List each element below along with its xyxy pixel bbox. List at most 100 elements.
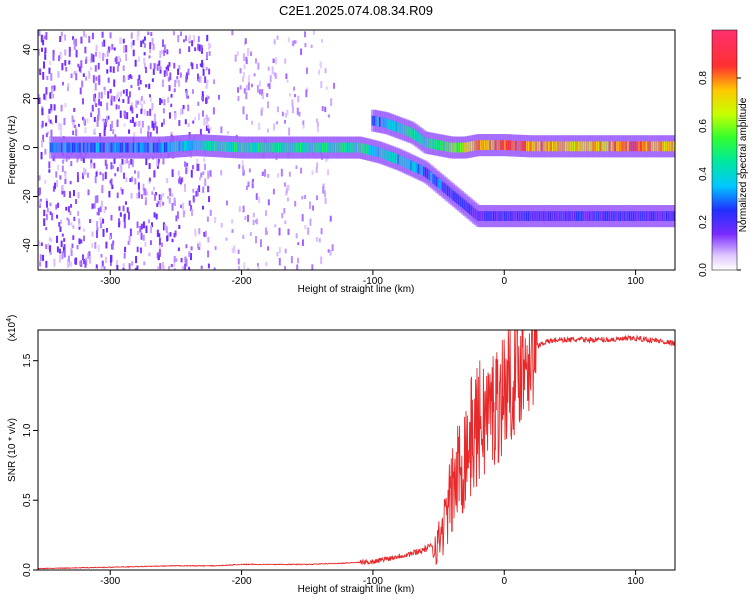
heatmap-cell (124, 201, 127, 205)
heatmap-cell (132, 49, 135, 57)
heatmap-cell (83, 118, 86, 125)
heatmap-cell (198, 246, 201, 251)
heatmap-cell (106, 58, 109, 65)
heatmap-cell (245, 185, 248, 191)
heatmap-cell (98, 74, 101, 83)
heatmap-cell (153, 186, 156, 191)
spectrogram-frame (37, 29, 676, 271)
heatmap-cell (171, 169, 174, 177)
heatmap-cell (231, 219, 234, 224)
heatmap-cell (173, 261, 176, 268)
heatmap-cell (182, 104, 185, 110)
heatmap-cell (135, 121, 138, 126)
heatmap-cell (252, 212, 255, 218)
heatmap-cell (108, 190, 111, 198)
heatmap-cell (258, 122, 261, 130)
heatmap-cell (130, 84, 133, 89)
heatmap-cell (241, 160, 244, 166)
heatmap-cell (171, 202, 174, 211)
heatmap-cell (168, 62, 171, 67)
heatmap-cell (173, 62, 176, 69)
heatmap-cell (136, 100, 139, 105)
y-tick-label: 0.0 (22, 563, 33, 577)
heatmap-cell (46, 207, 49, 213)
heatmap-cell (197, 163, 200, 171)
heatmap-cell (134, 170, 137, 174)
snr-plot-area (38, 330, 675, 570)
heatmap-cell (195, 63, 198, 70)
heatmap-cell (143, 187, 146, 195)
heatmap-cell (111, 184, 114, 190)
heatmap-cell (207, 170, 210, 179)
heatmap-cell (133, 132, 136, 137)
heatmap-cell (123, 45, 126, 54)
heatmap-cell (162, 261, 165, 269)
heatmap-cell (53, 104, 56, 111)
heatmap-cell (284, 220, 287, 224)
heatmap-cell (120, 187, 123, 192)
heatmap-cell (59, 226, 62, 232)
heatmap-cell (38, 175, 41, 181)
heatmap-cell (67, 219, 70, 226)
heatmap-cell (286, 197, 289, 202)
heatmap-cell (113, 47, 116, 51)
heatmap-cell (70, 161, 73, 167)
heatmap-cell (320, 81, 323, 89)
heatmap-cell (90, 112, 93, 118)
heatmap-cell (245, 92, 248, 100)
heatmap-cell (67, 255, 70, 262)
heatmap-cell (127, 96, 130, 104)
heatmap-cell (276, 121, 279, 125)
heatmap-cell (318, 69, 321, 75)
heatmap-cell (184, 263, 187, 270)
heatmap-cell (197, 113, 200, 121)
heatmap-cell (207, 263, 210, 269)
heatmap-cell (103, 266, 106, 270)
colorbar-tick-label: 0.6 (698, 119, 709, 133)
heatmap-cell (149, 240, 152, 246)
heatmap-cell (63, 190, 66, 198)
heatmap-cell (89, 219, 92, 223)
heatmap-cell (205, 97, 208, 104)
heatmap-cell (174, 112, 177, 120)
heatmap-cell (80, 239, 83, 244)
heatmap-cell (97, 62, 100, 70)
heatmap-cell (286, 79, 289, 83)
heatmap-cell (213, 267, 216, 270)
heatmap-cell (52, 186, 55, 192)
heatmap-cell (80, 60, 83, 68)
heatmap-cell (247, 214, 250, 222)
heatmap-cell (119, 91, 122, 97)
heatmap-cell (55, 171, 58, 178)
heatmap-cell (209, 209, 212, 216)
heatmap-cell (39, 268, 42, 270)
heatmap-cell (94, 242, 97, 249)
heatmap-cell (90, 159, 93, 167)
heatmap-cell (171, 193, 174, 198)
heatmap-cell (142, 221, 145, 229)
heatmap-cell (48, 169, 51, 173)
heatmap-cell (255, 218, 258, 225)
heatmap-cell (193, 35, 196, 43)
heatmap-cell (208, 42, 211, 50)
colorbar-tick-label: 0.0 (698, 263, 709, 277)
heatmap-cell (153, 170, 156, 178)
heatmap-cell (93, 128, 96, 133)
heatmap-cell (252, 178, 255, 183)
heatmap-cell (173, 232, 176, 238)
heatmap-cell (105, 227, 108, 233)
heatmap-cell (99, 101, 102, 107)
heatmap-cell (112, 165, 115, 169)
heatmap-cell (138, 192, 141, 199)
heatmap-cell (167, 96, 170, 104)
heatmap-cell (243, 262, 246, 270)
heatmap-cell (280, 168, 283, 177)
heatmap-cell (82, 254, 85, 261)
heatmap-cell (110, 98, 113, 106)
heatmap-cell (192, 198, 195, 203)
heatmap-cell (269, 75, 272, 83)
heatmap-cell (162, 192, 165, 197)
heatmap-cell (104, 171, 107, 180)
heatmap-cell (118, 218, 121, 223)
heatmap-cell (168, 85, 171, 92)
